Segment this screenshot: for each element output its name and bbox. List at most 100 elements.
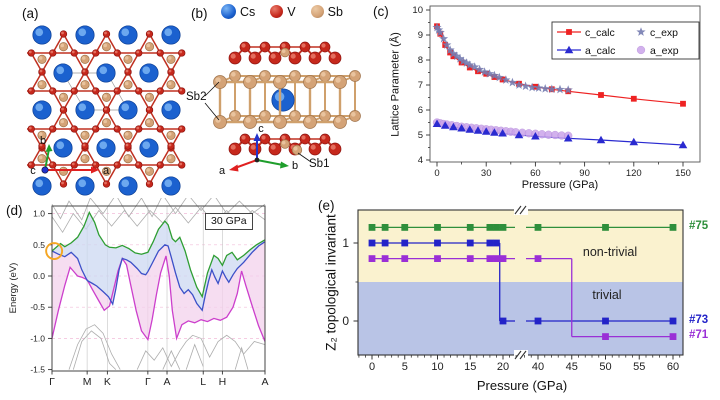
sb-atom xyxy=(37,154,47,164)
sb-atom xyxy=(80,130,90,140)
cs-atom xyxy=(161,100,181,120)
x-axis-title-pressure-c: Pressure (GPa) xyxy=(521,179,599,191)
svg-text:90: 90 xyxy=(579,168,590,179)
trivial-region-label: trivial xyxy=(592,288,622,302)
sb-atom xyxy=(243,115,257,129)
cs-atom-icon xyxy=(221,4,236,19)
v-atom xyxy=(38,142,46,150)
svg-text:L: L xyxy=(200,376,206,388)
v-atom xyxy=(248,142,262,156)
sb-atom xyxy=(273,115,287,129)
cs-atom xyxy=(118,176,138,196)
sb-atom xyxy=(80,80,90,90)
v-atom xyxy=(299,133,311,145)
v-atom xyxy=(49,125,57,133)
z2-invariant-plot: 0 5 10 15 20 40 45 50 55 60 0 1 xyxy=(342,205,684,373)
svg-text:40: 40 xyxy=(532,361,544,373)
series-#73 xyxy=(368,239,677,325)
v-atom xyxy=(59,180,68,188)
v-atom xyxy=(228,142,242,156)
band-blue xyxy=(51,241,266,312)
v-atom xyxy=(145,106,154,114)
cs-atom xyxy=(271,88,295,112)
svg-text:6: 6 xyxy=(418,105,423,116)
crystal-structure-side-view: c b a xyxy=(204,41,361,177)
cs-atom xyxy=(32,25,52,45)
v-atom xyxy=(113,161,121,169)
v-atom xyxy=(145,30,154,38)
crystal-structure-top-view: b a c xyxy=(27,25,186,196)
sb-atom xyxy=(229,110,241,122)
v-atom xyxy=(135,87,143,95)
svg-text:50: 50 xyxy=(599,361,611,373)
v-atom xyxy=(27,87,35,95)
svg-text:1: 1 xyxy=(342,236,349,250)
svg-text:150: 150 xyxy=(675,168,691,179)
sb-atom xyxy=(123,54,133,64)
v-atom xyxy=(178,49,186,57)
sb-atom xyxy=(101,166,112,176)
svg-text:60: 60 xyxy=(530,168,541,179)
sb-atom xyxy=(333,115,347,129)
non-trivial-region-label: non-trivial xyxy=(582,245,638,259)
v-atom xyxy=(113,87,121,95)
legend-entry-sb: Sb xyxy=(310,5,343,19)
sb-atom-icon xyxy=(310,5,324,18)
panel-d-band-structure: (d) Energy (eV) 30 GPa 1.0 0.5 0.0 -0.5 -1.0… xyxy=(0,198,312,400)
fill-green-blue xyxy=(52,212,265,311)
v-atom xyxy=(124,142,132,150)
v-atom xyxy=(113,49,121,57)
v-atom xyxy=(102,180,111,188)
svg-text:-1.5: -1.5 xyxy=(30,365,45,375)
legend-entry-v: V xyxy=(270,5,296,19)
v-atom xyxy=(248,51,262,65)
sb-atom xyxy=(58,118,69,128)
series-#71 xyxy=(368,255,677,340)
legend-c: c_calc c_exp a_calc a_exp xyxy=(551,21,700,60)
v-atom xyxy=(319,133,331,145)
cs-atom xyxy=(75,25,95,45)
cs-atom xyxy=(53,63,73,83)
v-atom xyxy=(178,87,186,95)
sb-atom xyxy=(58,166,69,176)
v-atom xyxy=(92,161,100,169)
legend-entry-cs: Cs xyxy=(221,4,255,19)
svg-text:K: K xyxy=(104,376,111,388)
v-atom xyxy=(167,142,175,150)
sb-atom xyxy=(303,115,317,129)
axis-indicator-b: c b a xyxy=(219,123,298,177)
legend-label-cs: Cs xyxy=(240,4,256,19)
svg-text:-1.0: -1.0 xyxy=(30,333,45,343)
sb-atom xyxy=(213,115,227,129)
sb-atom xyxy=(37,130,47,140)
series-markers-a_calc xyxy=(432,119,688,149)
sb-atom xyxy=(229,70,241,82)
cs-atom xyxy=(161,176,181,196)
svg-text:c_calc: c_calc xyxy=(585,27,615,39)
v-atom xyxy=(38,68,46,76)
sb-atom xyxy=(166,80,176,90)
y-axis-title-z2-invariant: Z₂ topological invariant xyxy=(323,214,339,351)
v-atom xyxy=(328,142,342,156)
cs-atom xyxy=(75,100,95,120)
kagome-lattice xyxy=(27,25,186,196)
y-axis-title-energy: Energy (eV) xyxy=(8,262,19,314)
panel-e-topological-invariant-chart: (e) Z₂ topological invariant Pressure (G… xyxy=(312,198,720,400)
v-atom xyxy=(70,125,78,133)
svg-text:0: 0 xyxy=(434,168,439,179)
sb-atom xyxy=(123,130,133,140)
v-atom xyxy=(70,49,78,57)
cs-atom xyxy=(96,138,116,158)
svg-text:0.0: 0.0 xyxy=(33,271,45,281)
v-atom xyxy=(92,87,100,95)
svg-text:A: A xyxy=(261,376,268,388)
cs-atom xyxy=(53,138,73,158)
svg-text:55: 55 xyxy=(633,361,645,373)
series-#75 xyxy=(368,224,677,231)
svg-text:a_calc: a_calc xyxy=(585,45,615,57)
svg-text:10: 10 xyxy=(412,5,423,16)
svg-text:60: 60 xyxy=(667,361,679,373)
v-atom xyxy=(102,30,111,38)
v-atom xyxy=(49,49,57,57)
svg-text:a: a xyxy=(219,165,226,177)
